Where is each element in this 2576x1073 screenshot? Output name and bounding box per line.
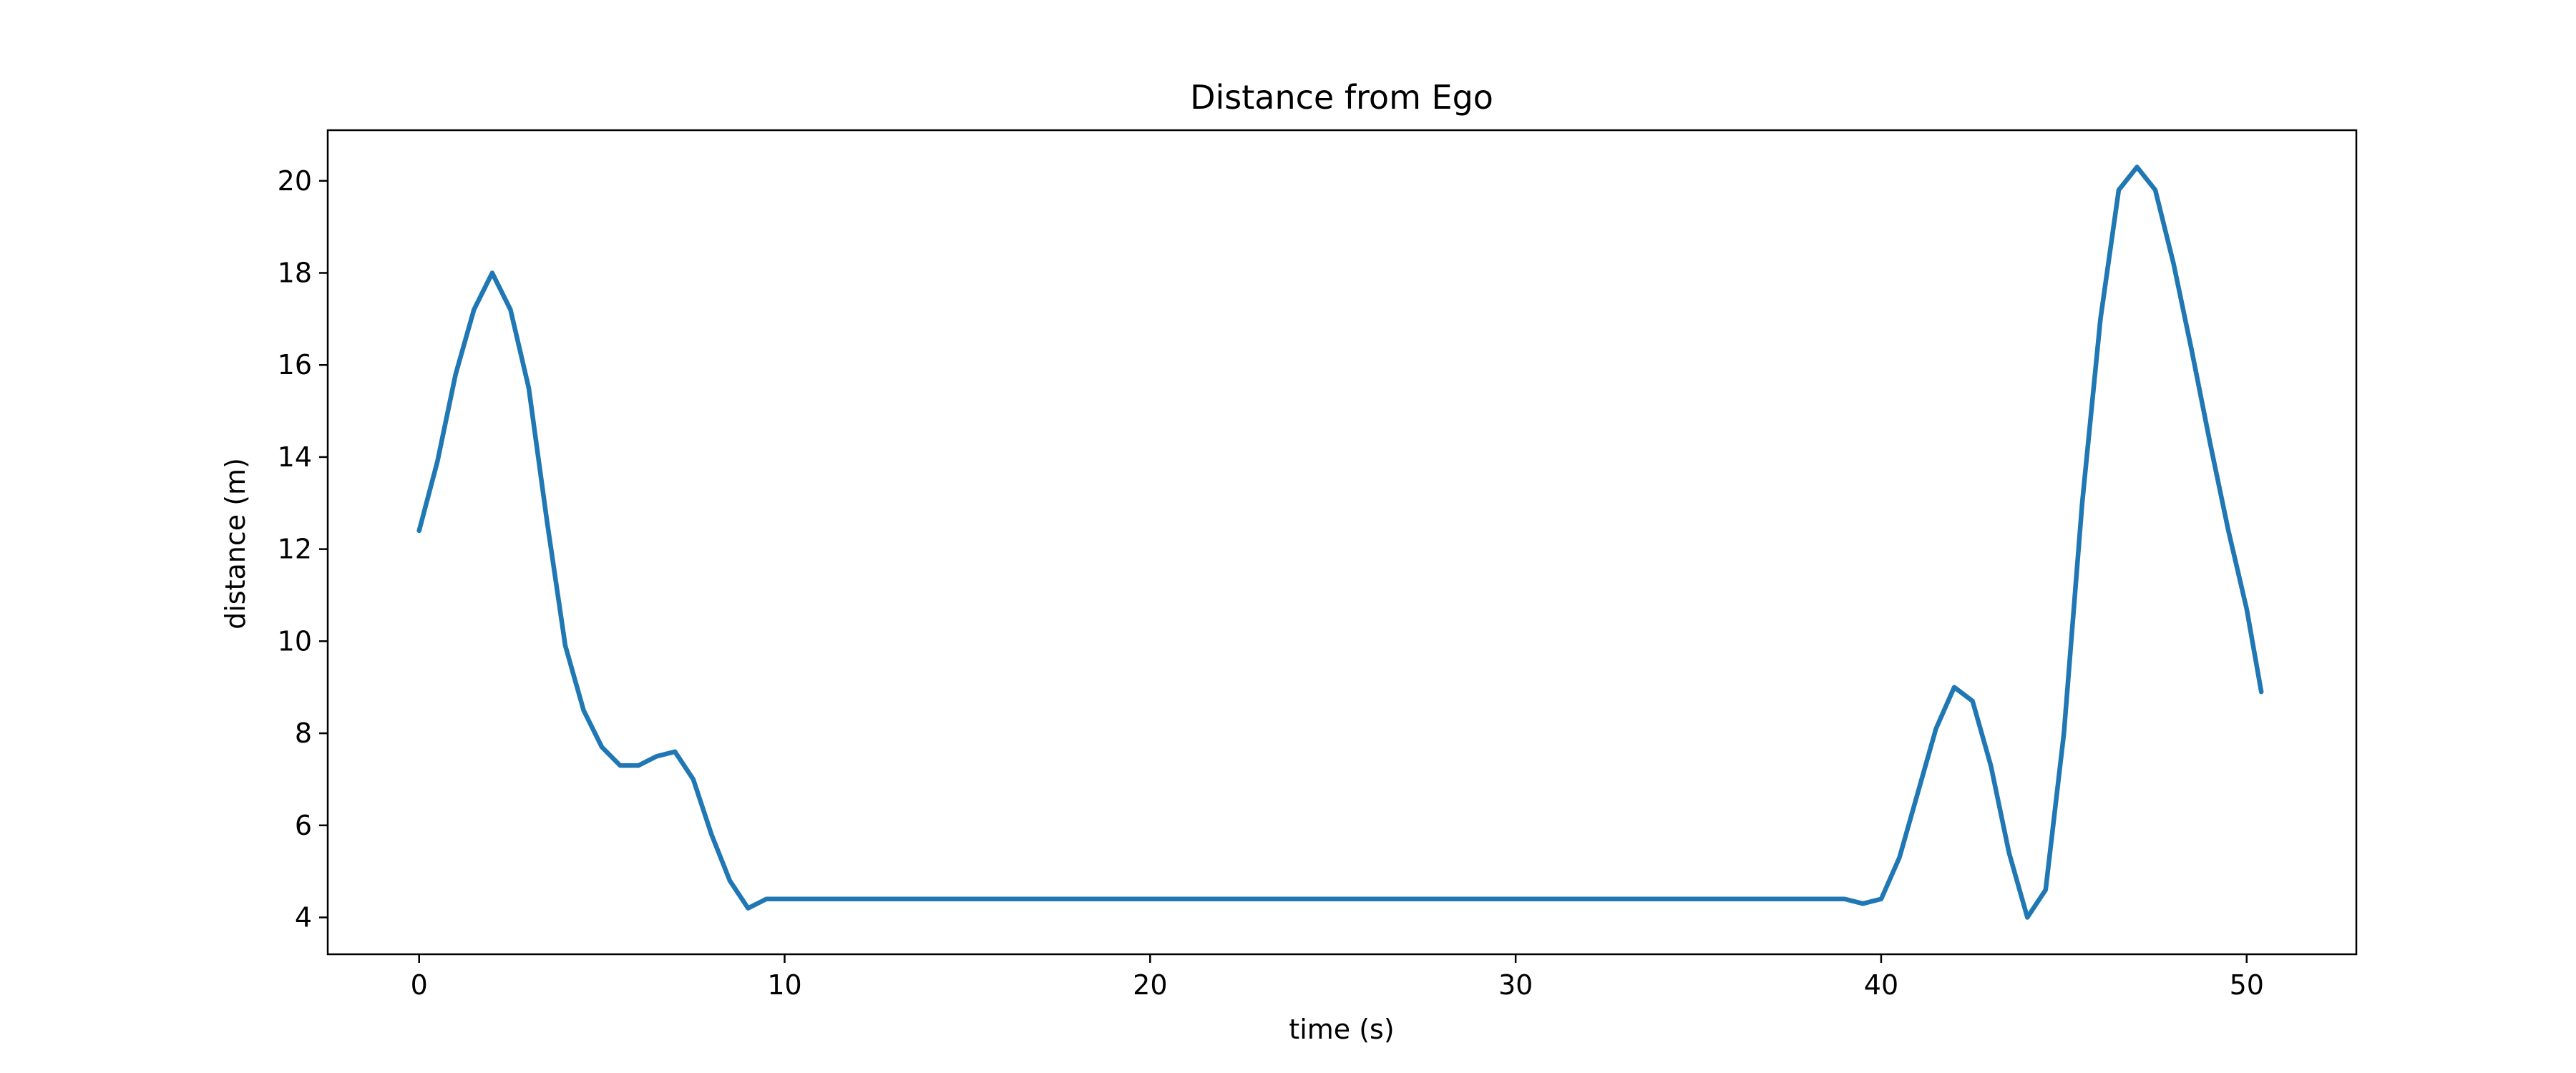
x-tick-label: 40: [1864, 969, 1898, 1001]
x-tick-label: 10: [767, 969, 801, 1001]
y-axis-ticks: 4 6 8 10 12 14 16 18 20: [278, 165, 328, 934]
x-tick-label: 50: [2230, 969, 2264, 1001]
x-tick-label: 20: [1133, 969, 1167, 1001]
y-tick-label: 18: [278, 258, 312, 289]
y-tick-label: 8: [295, 717, 312, 749]
y-tick-label: 14: [278, 441, 312, 473]
y-axis-label: distance (m): [220, 458, 251, 629]
y-tick-label: 4: [295, 902, 312, 934]
y-tick-label: 6: [295, 810, 312, 841]
y-tick-label: 10: [278, 625, 312, 657]
plot-area: [416, 165, 2264, 920]
x-axis-label: time (s): [1289, 1014, 1394, 1045]
y-tick-label: 12: [278, 534, 312, 565]
y-tick-label: 16: [278, 349, 312, 381]
x-tick-label: 30: [1498, 969, 1533, 1001]
chart-title: Distance from Ego: [1190, 78, 1493, 117]
y-tick-label: 20: [278, 165, 312, 197]
series-line-0: [416, 165, 2264, 920]
x-axis-ticks: 0 10 20 30 40 50: [411, 954, 2264, 1001]
axes-frame: [326, 129, 2358, 956]
x-tick-label: 0: [411, 969, 428, 1001]
